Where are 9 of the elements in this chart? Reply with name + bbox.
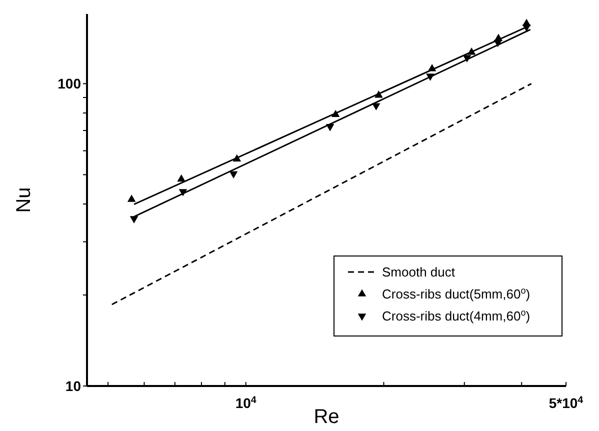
y-tick-label: 10 [65, 378, 82, 394]
legend-label: Smooth duct [382, 264, 456, 280]
legend-label: Cross-ribs duct(4mm,60$^{o}$) [382, 308, 530, 324]
y-tick-label: 100 [58, 76, 82, 92]
legend-label: Cross-ribs duct(5mm,60$^{o}$) [382, 286, 530, 302]
x-tick-label: 10$^{4}$ [235, 394, 257, 411]
x-axis-title: Re [314, 406, 340, 428]
x-tick-label: 5*10$^{4}$ [548, 394, 584, 411]
y-axis-title: Nu [13, 187, 35, 213]
